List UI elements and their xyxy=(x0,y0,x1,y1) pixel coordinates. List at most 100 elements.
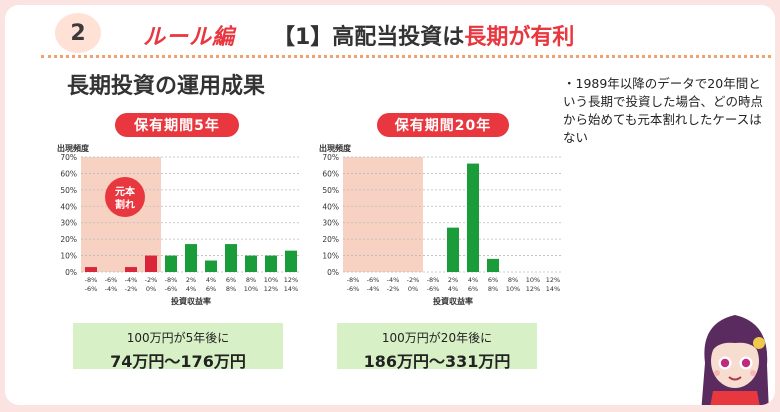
summary-20-year: 100万円が20年後に 186万円〜331万円 xyxy=(337,323,537,371)
x-tick-label-top: 4% xyxy=(206,276,216,284)
header-title-highlight: 長期が有利 xyxy=(464,25,575,50)
x-tick-label-bottom: 10% xyxy=(244,285,258,293)
bar xyxy=(447,227,459,272)
x-tick-label-bottom: -4% xyxy=(105,285,118,293)
y-tick-label: 0% xyxy=(327,268,339,277)
x-tick-label-top: -8% xyxy=(427,276,440,284)
x-tick-label-bottom: -6% xyxy=(427,285,440,293)
x-tick-label-top: 8% xyxy=(246,276,256,284)
bar xyxy=(125,267,137,272)
section-title: 長期投資の運用成果 xyxy=(67,74,266,99)
y-tick-label: 30% xyxy=(322,219,339,228)
x-tick-label-bottom: 0% xyxy=(408,285,418,293)
y-tick-label: 60% xyxy=(322,169,339,178)
x-axis-label: 投資収益率 xyxy=(171,296,211,306)
x-tick-label-bottom: 8% xyxy=(226,285,236,293)
x-tick-label-bottom: -6% xyxy=(85,285,98,293)
x-tick-label-top: 2% xyxy=(448,276,458,284)
x-tick-label-bottom: 4% xyxy=(448,285,458,293)
x-tick-label-top: -2% xyxy=(407,276,420,284)
y-tick-label: 0% xyxy=(65,268,77,277)
bar xyxy=(185,244,197,272)
x-tick-label-bottom: 6% xyxy=(468,285,478,293)
x-tick-label-bottom: 10% xyxy=(506,285,520,293)
slide-card: 2 ルール編 【1】高配当投資は長期が有利 長期投資の運用成果 ・1989年以降… xyxy=(5,5,775,405)
bar xyxy=(145,255,157,272)
summary-5-year: 100万円が5年後に 74万円〜176万円 xyxy=(73,323,283,371)
y-tick-label: 10% xyxy=(60,252,77,261)
bar xyxy=(165,255,177,272)
x-tick-label-top: 10% xyxy=(526,276,540,284)
y-tick-label: 70% xyxy=(322,153,339,162)
x-tick-label-bottom: 8% xyxy=(488,285,498,293)
x-tick-label-top: 2% xyxy=(186,276,196,284)
x-tick-label-bottom: 6% xyxy=(206,285,216,293)
x-tick-label-top: -4% xyxy=(387,276,400,284)
x-tick-label-top: -8% xyxy=(347,276,360,284)
x-tick-label-top: -6% xyxy=(367,276,380,284)
x-tick-label-bottom: 4% xyxy=(186,285,196,293)
chart-20-year: 0%10%20%30%40%50%60%70%出現頻度-8%-6%-6%-4%-… xyxy=(319,143,563,306)
x-tick-label-bottom: 0% xyxy=(146,285,156,293)
rule-number: 2 xyxy=(70,20,86,46)
x-tick-label-top: -6% xyxy=(105,276,118,284)
bullet-note: ・1989年以降のデータで20年間という長期で投資した場合、どの時点から始めても… xyxy=(563,76,764,145)
loss-badge xyxy=(105,177,145,217)
y-tick-label: 20% xyxy=(322,235,339,244)
character-avatar-illustration xyxy=(701,315,769,405)
y-tick-label: 20% xyxy=(60,235,77,244)
x-tick-label-bottom: -4% xyxy=(367,285,380,293)
x-tick-label-top: 8% xyxy=(508,276,518,284)
summary-5-year-line2: 74万円〜176万円 xyxy=(110,352,246,371)
rule-number-badge: 2 xyxy=(55,13,101,53)
y-axis-label: 出現頻度 xyxy=(57,143,90,153)
header-title: 【1】高配当投資は長期が有利 xyxy=(273,19,574,51)
x-tick-label-bottom: -2% xyxy=(125,285,138,293)
summary-20-year-line2: 186万円〜331万円 xyxy=(363,352,511,371)
x-tick-label-bottom: -2% xyxy=(387,285,400,293)
loss-badge-line2: 割れ xyxy=(115,198,135,211)
y-tick-label: 40% xyxy=(322,202,339,211)
y-tick-label: 10% xyxy=(322,252,339,261)
loss-zone-shade xyxy=(343,157,423,272)
x-tick-label-top: 12% xyxy=(546,276,560,284)
bar xyxy=(225,244,237,272)
rule-title: ルール編 xyxy=(143,25,236,50)
x-tick-label-top: 10% xyxy=(264,276,278,284)
bar xyxy=(205,260,217,272)
x-tick-label-top: 12% xyxy=(284,276,298,284)
x-tick-label-top: 4% xyxy=(468,276,478,284)
y-tick-label: 50% xyxy=(322,186,339,195)
x-tick-label-bottom: 14% xyxy=(284,285,298,293)
x-tick-label-bottom: 12% xyxy=(264,285,278,293)
y-axis-label: 出現頻度 xyxy=(319,143,352,153)
bar xyxy=(245,255,257,272)
y-tick-label: 40% xyxy=(60,202,77,211)
summary-20-year-line1: 100万円が20年後に xyxy=(381,331,493,345)
y-tick-label: 70% xyxy=(60,153,77,162)
bar xyxy=(467,163,479,272)
y-tick-label: 60% xyxy=(60,169,77,178)
x-tick-label-bottom: 14% xyxy=(546,285,560,293)
bar xyxy=(285,250,297,272)
bar xyxy=(265,255,277,272)
x-tick-label-top: 6% xyxy=(488,276,498,284)
x-axis-label: 投資収益率 xyxy=(433,296,473,306)
bar xyxy=(487,258,499,272)
dotted-divider xyxy=(41,55,771,58)
chart2-title-pill: 保有期間20年 xyxy=(377,113,509,137)
x-tick-label-top: -8% xyxy=(85,276,98,284)
x-tick-label-top: -2% xyxy=(145,276,158,284)
chart-5-year: 0%10%20%30%40%50%60%70%出現頻度-8%-6%-6%-4%-… xyxy=(57,143,301,306)
x-tick-label-top: -4% xyxy=(125,276,138,284)
x-tick-label-bottom: -6% xyxy=(165,285,178,293)
bar xyxy=(85,267,97,272)
x-tick-label-top: -8% xyxy=(165,276,178,284)
chart1-title-pill: 保有期間5年 xyxy=(115,113,239,137)
y-tick-label: 50% xyxy=(60,186,77,195)
x-tick-label-bottom: 12% xyxy=(526,285,540,293)
x-tick-label-top: 6% xyxy=(226,276,236,284)
loss-badge-line1: 元本 xyxy=(115,185,136,198)
header-title-prefix: 【1】高配当投資は xyxy=(273,25,465,50)
x-tick-label-bottom: -6% xyxy=(347,285,360,293)
